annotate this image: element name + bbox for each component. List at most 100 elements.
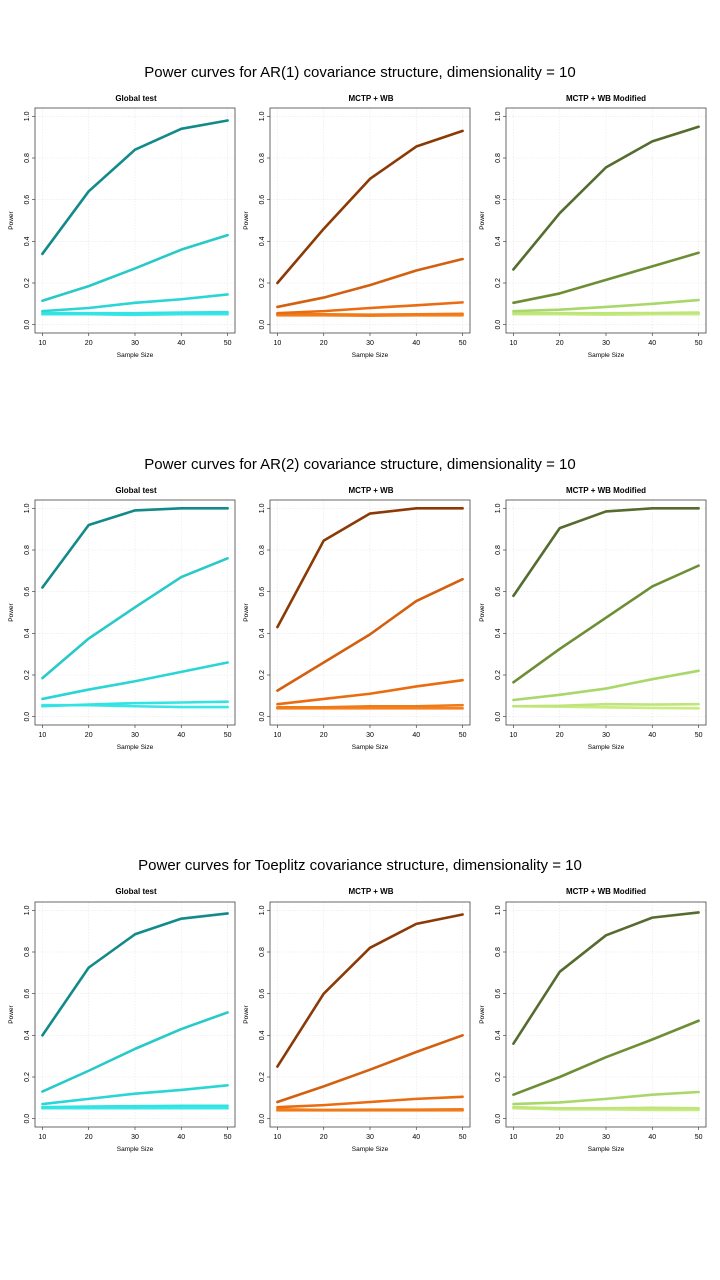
- y-tick-label: 0.0: [495, 712, 502, 722]
- series-line-3: [276, 301, 464, 315]
- y-tick-label: 1.0: [259, 503, 266, 513]
- y-tick-label: 0.4: [495, 1030, 502, 1040]
- chart-mctp-wb-ar2: 10 20 30 40 50 0.0 0.2 0.4 0.6 0.8 1.0 Sample Size P…: [243, 499, 471, 751]
- x-tick-label: 50: [224, 732, 232, 739]
- x-tick-label: 30: [131, 1134, 139, 1141]
- y-tick-label: 1.0: [259, 905, 266, 915]
- y-tick-label: 0.8: [259, 545, 266, 555]
- series-line-2: [512, 251, 700, 305]
- series-line-3: [41, 661, 229, 701]
- series-line-1: [512, 911, 700, 1045]
- y-tick-label: 1.0: [495, 111, 502, 121]
- x-tick-label: 10: [39, 340, 47, 347]
- series-line-3: [276, 678, 464, 706]
- x-tick-label: 40: [648, 1134, 656, 1141]
- x-tick-label: 30: [366, 340, 374, 347]
- x-tick-label: 40: [648, 340, 656, 347]
- x-axis-label: Sample Size: [352, 744, 389, 751]
- series-line-4: [41, 1104, 229, 1109]
- y-tick-label: 0.0: [259, 712, 266, 722]
- y-tick-label: 1.0: [495, 503, 502, 513]
- series-line-3: [512, 298, 700, 313]
- y-tick-label: 0.8: [495, 947, 502, 957]
- y-tick-label: 0.4: [495, 236, 502, 246]
- x-tick-label: 50: [459, 732, 467, 739]
- y-tick-label: 0.6: [24, 587, 31, 597]
- x-tick-label: 40: [177, 340, 185, 347]
- series-line-2: [512, 564, 700, 684]
- x-tick-label: 20: [320, 1134, 328, 1141]
- series-line-2: [41, 557, 229, 680]
- y-tick-label: 1.0: [495, 905, 502, 915]
- y-tick-label: 0.0: [495, 320, 502, 330]
- y-tick-label: 0.2: [259, 1072, 266, 1082]
- series-line-4: [512, 311, 700, 315]
- x-axis-label: Sample Size: [588, 1146, 625, 1153]
- x-axis-label: Sample Size: [117, 744, 154, 751]
- series-line-1: [41, 119, 229, 256]
- y-tick-label: 0.4: [259, 628, 266, 638]
- x-tick-label: 20: [556, 340, 564, 347]
- x-tick-label: 20: [320, 732, 328, 739]
- panel-title-mctp-ar1: MCTP + WB: [348, 94, 394, 103]
- panel-title-global-toeplitz: Global test: [115, 887, 157, 896]
- section-title-toeplitz: Power curves for Toeplitz covariance str…: [138, 857, 582, 874]
- x-tick-label: 20: [556, 1134, 564, 1141]
- x-tick-label: 10: [274, 732, 282, 739]
- x-tick-label: 40: [412, 732, 420, 739]
- y-tick-label: 0.8: [495, 153, 502, 163]
- x-tick-label: 30: [131, 732, 139, 739]
- y-tick-label: 0.0: [24, 1114, 31, 1124]
- y-axis-label: Power: [243, 1004, 250, 1023]
- y-tick-label: 0.8: [24, 545, 31, 555]
- x-tick-label: 10: [274, 1134, 282, 1141]
- x-tick-label: 30: [602, 340, 610, 347]
- y-tick-label: 1.0: [24, 905, 31, 915]
- x-tick-label: 40: [412, 1134, 420, 1141]
- y-tick-label: 0.4: [24, 628, 31, 638]
- series-line-1: [512, 125, 700, 271]
- y-axis-label: Power: [479, 1004, 486, 1023]
- series-line-4: [276, 312, 464, 316]
- y-tick-label: 0.8: [259, 947, 266, 957]
- chart-mctp-wb-toeplitz: 10 20 30 40 50 0.0 0.2 0.4 0.6 0.8 1.0 Sample Size P…: [243, 901, 471, 1153]
- y-tick-label: 0.4: [259, 1030, 266, 1040]
- y-tick-label: 0.2: [495, 1072, 502, 1082]
- x-axis-label: Sample Size: [352, 352, 389, 359]
- y-tick-label: 1.0: [259, 111, 266, 121]
- x-tick-label: 10: [39, 1134, 47, 1141]
- y-tick-label: 0.0: [24, 320, 31, 330]
- y-tick-label: 1.0: [24, 111, 31, 121]
- y-tick-label: 0.8: [259, 153, 266, 163]
- y-axis-label: Power: [8, 210, 15, 229]
- x-tick-label: 50: [459, 1134, 467, 1141]
- x-tick-label: 30: [366, 732, 374, 739]
- chart-global-test-ar2: 10 20 30 40 50 0.0 0.2 0.4 0.6 0.8 1.0 Sample Size P…: [8, 499, 236, 751]
- y-tick-label: 0.6: [495, 989, 502, 999]
- y-tick-label: 0.2: [495, 278, 502, 288]
- y-tick-label: 0.4: [495, 628, 502, 638]
- y-tick-label: 0.2: [24, 1072, 31, 1082]
- x-axis-label: Sample Size: [588, 744, 625, 751]
- series-line-1: [41, 507, 229, 589]
- y-axis-label: Power: [8, 602, 15, 621]
- panel-title-modified-ar2: MCTP + WB Modified: [565, 486, 647, 495]
- chart-mctp-wb-modified-toeplitz: 10 20 30 40 50 0.0 0.2 0.4 0.6 0.8 1.0 Sample Size P…: [479, 901, 707, 1153]
- x-tick-label: 10: [274, 340, 282, 347]
- series-line-4: [512, 1105, 700, 1110]
- chart-mctp-wb-modified-ar2: 10 20 30 40 50 0.0 0.2 0.4 0.6 0.8 1.0 Sample Size P…: [479, 499, 707, 751]
- y-tick-label: 0.8: [24, 947, 31, 957]
- y-tick-label: 0.0: [495, 1114, 502, 1124]
- x-tick-label: 40: [648, 732, 656, 739]
- chart-global-test-ar1: 10 20 30 40 50 0.0 0.2 0.4 0.6 0.8 1.0 Sample Size P…: [8, 107, 236, 359]
- series-line-2: [276, 1034, 464, 1104]
- x-tick-label: 50: [695, 732, 703, 739]
- x-tick-label: 50: [695, 1134, 703, 1141]
- chart-mctp-wb-modified-ar1: 10 20 30 40 50 0.0 0.2 0.4 0.6 0.8 1.0 Sample Size P…: [479, 107, 707, 359]
- series-line-4: [41, 310, 229, 315]
- y-axis-label: Power: [479, 210, 486, 229]
- x-tick-label: 10: [510, 732, 518, 739]
- y-tick-label: 0.4: [24, 1030, 31, 1040]
- x-tick-label: 50: [224, 340, 232, 347]
